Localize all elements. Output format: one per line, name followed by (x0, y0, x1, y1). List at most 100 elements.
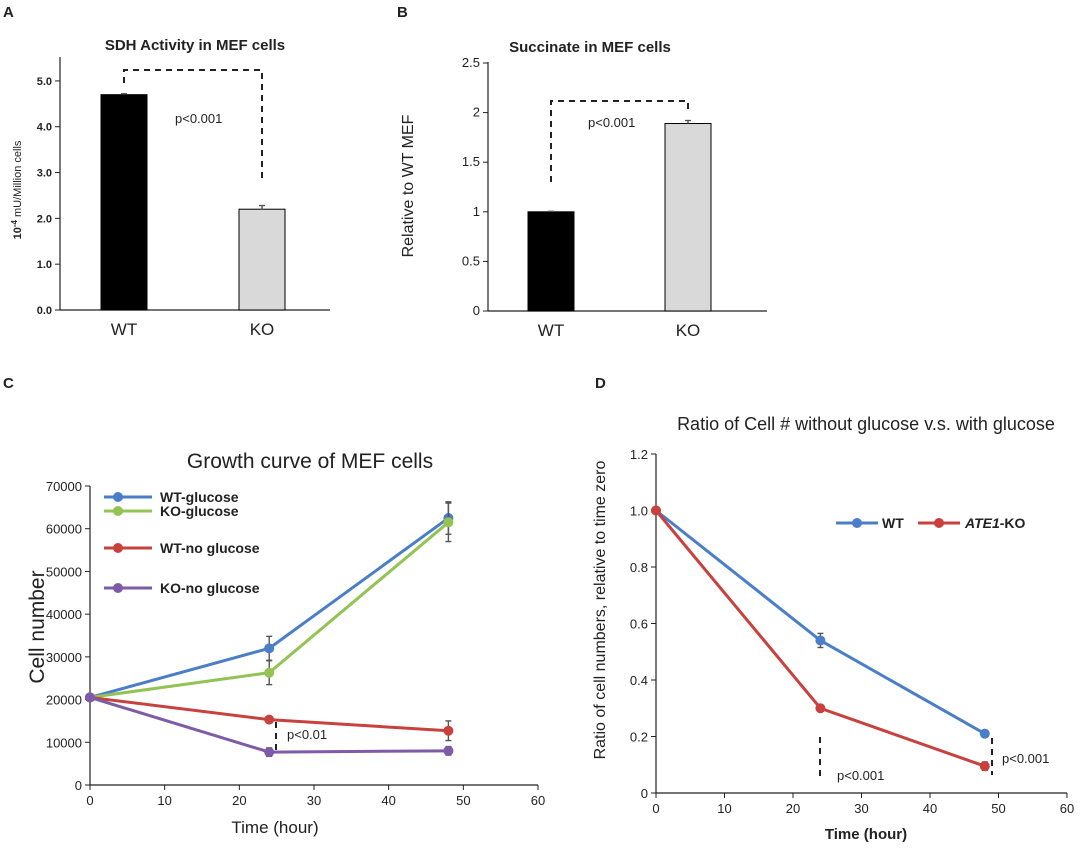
c-ytick-label: 50000 (46, 564, 82, 579)
c-xtick-label: 60 (531, 793, 545, 808)
panel-b-title: Succinate in MEF cells (509, 39, 671, 56)
panel-b-ylabel: Relative to WT MEF (400, 114, 417, 257)
panel-b-bar-wt (527, 211, 575, 312)
d-xtick-label: 30 (854, 801, 868, 816)
panel-b-label: B (397, 4, 408, 21)
panel-d-ticks: 0 10 20 30 40 50 60 0 0.2 0.4 0.6 0.8 1.0 1.2 (630, 447, 1074, 816)
d-xtick-label: 40 (923, 801, 937, 816)
d-point-wt (815, 635, 826, 646)
panel-d-title: Ratio of Cell # without glucose v.s. wit… (677, 414, 1055, 434)
d-ytick-label: 1.2 (630, 447, 648, 462)
panel-d-legend: WT ATE1-KO (836, 515, 1026, 531)
b-ytick-label: 1.5 (462, 154, 480, 169)
c-point-wt-glucose (264, 643, 275, 654)
c-xtick-label: 30 (307, 793, 321, 808)
c-ytick-label: 30000 (46, 650, 82, 665)
d-series-line-wt (655, 509, 986, 735)
panel-d-xlabel: Time (hour) (825, 826, 907, 843)
c-xtick-label: 10 (157, 793, 171, 808)
panel-b-category-ko: KO (676, 321, 701, 340)
panel-b-category-wt: WT (538, 321, 564, 340)
c-series-line-ko-no-glucose (89, 696, 449, 754)
a-ytick-label: 3.0 (37, 168, 52, 180)
c-point-ko-no-glucose (443, 745, 454, 756)
legend-label-ko-no-glucose: KO-no glucose (160, 580, 260, 596)
b-ytick-label: 0 (473, 303, 480, 318)
c-ytick-label: 40000 (46, 607, 82, 622)
legend-label-ko-glucose: KO-glucose (160, 503, 239, 519)
panel-b-bar-ko (664, 123, 712, 312)
panel-d: D Ratio of Cell # without glucose v.s. w… (592, 375, 1074, 843)
panel-a-label: A (3, 4, 14, 21)
d-point-ate1-ko (651, 505, 661, 516)
a-ytick-label: 2.0 (37, 213, 52, 225)
panel-c-series (85, 501, 454, 758)
legend-item-ko-no-glucose: KO-no glucose (104, 580, 260, 596)
panel-a-title: SDH Activity in MEF cells (105, 37, 285, 54)
c-xtick-label: 50 (456, 793, 470, 808)
d-xtick-label: 60 (1060, 801, 1074, 816)
legend-marker-ko-no-glucose (113, 583, 123, 593)
legend-label-wt: WT (882, 515, 904, 531)
c-point-ko-no-glucose (85, 692, 95, 703)
d-point-ate1-ko (815, 703, 826, 714)
panel-b-error-bars (548, 119, 691, 213)
a-ytick-label: 5.0 (37, 76, 52, 88)
d-xtick-label: 10 (717, 801, 731, 816)
b-ytick-label: 0.5 (462, 253, 480, 268)
c-ytick-label: 0 (75, 778, 82, 793)
legend-marker-wt-no-glucose (113, 543, 123, 553)
legend-label-wt-glucose: WT-glucose (160, 489, 239, 505)
legend-item-wt-glucose: WT-glucose (104, 489, 239, 505)
panel-a-bar-ko (238, 208, 286, 311)
legend-marker-wt-glucose (113, 492, 123, 502)
a-ytick-label: 1.0 (37, 259, 52, 271)
legend-item-wt-no-glucose: WT-no glucose (104, 540, 260, 556)
panel-d-series (651, 505, 990, 772)
panel-c-title: Growth curve of MEF cells (187, 450, 433, 473)
legend-item-ko-glucose: KO-glucose (104, 503, 239, 519)
a-ytick-label: 4.0 (37, 122, 52, 134)
panel-a-category-ko: KO (250, 320, 275, 339)
d-xtick-label: 50 (991, 801, 1005, 816)
d-ytick-label: 1.0 (630, 504, 648, 519)
b-ytick-label: 1 (473, 204, 480, 219)
legend-item-wt: WT (836, 515, 904, 531)
legend-marker-ko-glucose (113, 506, 123, 516)
c-point-ko-glucose (443, 517, 454, 528)
panel-a-bar-wt (100, 94, 148, 311)
d-ytick-label: 0.2 (630, 730, 648, 745)
panel-d-ylabel: Ratio of cell numbers, relative to time … (592, 461, 609, 760)
panel-b: B Succinate in MEF cells Relative to WT … (397, 4, 767, 340)
panel-c-xlabel: Time (hour) (231, 818, 318, 837)
c-xtick-label: 20 (232, 793, 246, 808)
d-ytick-label: 0.8 (630, 560, 648, 575)
c-point-ko-glucose (264, 667, 275, 678)
panel-b-significance-bracket (550, 100, 689, 182)
d-ytick-label: 0.4 (630, 673, 648, 688)
legend-item-ate1-ko: ATE1-KO (918, 515, 1026, 531)
d-ytick-label: 0.6 (630, 617, 648, 632)
panel-c: C Growth curve of MEF cells Cell number … (3, 375, 545, 837)
d-point-wt (979, 728, 990, 739)
legend-marker-ate1-ko (934, 518, 944, 528)
panel-a-ylabel: 10-4 mU/Million cells (10, 140, 24, 239)
panel-a: A SDH Activity in MEF cells 10-4 mU/Mill… (3, 4, 330, 339)
d-xtick-label: 0 (652, 801, 659, 816)
panel-c-ticks: 0 10 20 30 40 50 60 0 10000 20000 30000 40000 50000 6… (46, 479, 545, 808)
panel-a-significance-bracket (123, 69, 263, 183)
d-ytick-label: 0 (641, 786, 648, 801)
c-point-wt-no-glucose (443, 725, 454, 736)
panel-b-pvalue: p<0.001 (588, 115, 635, 130)
b-ytick-label: 2 (473, 105, 480, 120)
a-ytick-label: 0.0 (37, 305, 52, 317)
panel-c-label: C (3, 375, 14, 392)
panel-c-pvalue: p<0.01 (287, 727, 327, 742)
c-ytick-label: 20000 (46, 693, 82, 708)
panel-a-category-wt: WT (111, 320, 137, 339)
panel-a-ticks: 0.0 1.0 2.0 3.0 4.0 5.0 (37, 76, 60, 317)
c-xtick-label: 0 (86, 793, 93, 808)
panel-c-legend: WT-glucose KO-glucose WT-no glucose KO-n… (104, 489, 260, 596)
c-point-wt-no-glucose (264, 714, 275, 725)
